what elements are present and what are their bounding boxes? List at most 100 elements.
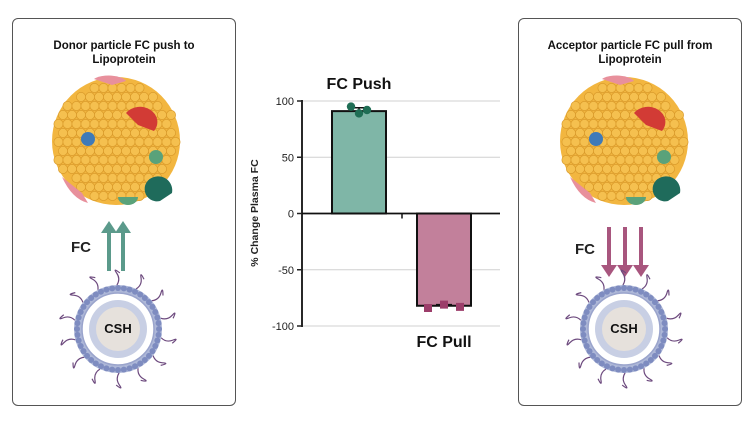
bilayer-head [88,295,95,302]
phospholipid-bead [629,182,639,192]
peg-tail [59,314,76,321]
phospholipid-bead [161,119,172,129]
phospholipid-bead [606,173,617,183]
peg-tail [666,337,683,344]
phospholipid-bead [125,137,136,147]
bilayer-head [583,343,590,350]
bilayer-head [97,363,104,370]
apolipoprotein-red [126,106,158,131]
phospholipid-bead [674,146,684,156]
bilayer-head [590,352,597,359]
acceptor-panel-title: Acceptor particle FC pull from Lipoprote… [519,39,741,67]
bilayer-head [580,331,587,338]
phospholipid-bead [107,173,118,183]
peg-tail [114,269,121,286]
phospholipid-bead [660,137,671,147]
phospholipid-bead [94,110,104,120]
phospholipid-bead [89,83,100,93]
bilayer-head [643,291,650,298]
bilayer-head [155,320,162,327]
phospholipid-bead [80,119,91,129]
phospholipid-bead [116,155,127,165]
phospholipid-bead [125,119,136,129]
apolipoprotein-pink-2 [62,177,88,203]
bilayer-head [109,285,116,292]
phospholipid-bead [76,146,86,156]
phospholipid-bead [566,110,576,120]
acceptor-csh-label: CSH [610,321,638,336]
phospholipid-bead [629,92,639,102]
phospholipid-bead [134,173,145,183]
phospholipid-bead [620,146,630,156]
phospholipid-bead [58,164,68,174]
peg-tail [72,356,85,369]
phospholipid-bead [67,128,77,138]
phospholipid-bead [121,146,131,156]
bilayer-head [586,348,593,355]
phospholipid-bead [94,146,104,156]
phospholipid-bead [566,128,576,138]
phospholipid-bead [134,83,145,93]
phospholipid-bead [121,182,131,192]
phospholipid-bead [94,164,104,174]
phospholipid-bead [570,155,581,165]
phospholipid-bead [157,110,167,120]
phospholipid-bead [593,182,603,192]
peg-tail [151,289,164,302]
acceptor-title-line1: Acceptor particle FC pull from [547,40,713,52]
phospholipid-bead [642,83,653,93]
bar-fc-push [331,110,387,215]
bilayer-head [92,291,99,298]
peg-tail [578,356,591,369]
bilayer-head [149,348,156,355]
apolipoprotein-teal [652,176,681,202]
bilayer-head [603,363,610,370]
peg-tail [115,372,122,389]
phospholipid-bead [588,173,599,183]
phospholipid-bead [674,110,684,120]
lipoprotein-particle [52,75,181,205]
bilayer-head [75,337,82,344]
phospholipid-bead [98,119,109,129]
bilayer-head [651,299,658,306]
phospholipid-bead [611,92,621,102]
peg-tail [595,276,605,290]
phospholipid-bead [157,128,167,138]
phospholipid-bead [615,101,626,111]
phospholipid-bead [620,110,630,120]
donor-title-line2: Lipoprotein [92,54,156,66]
bilayer-head [655,348,662,355]
phospholipid-bead [593,146,603,156]
data-point [346,102,356,111]
chart-bars [331,102,472,312]
phospholipid-bead [89,119,100,129]
peg-tail [597,368,607,384]
phospholipid-bead [121,92,131,102]
y-tick-label: 100 [276,96,294,108]
phospholipid-bead [85,146,95,156]
phospholipid-bead [579,137,590,147]
phospholipid-bead [107,155,118,165]
peg-tail [657,289,670,302]
phospholipid-bead [575,164,585,174]
phospholipid-bead [71,155,82,165]
phospholipid-bead [593,164,603,174]
acceptor-fc-label: FC [575,241,595,258]
phospholipid-bead [125,173,136,183]
phospholipid-bead [98,191,109,201]
phospholipid-bead [597,101,608,111]
bilayer-head [632,286,639,293]
phospholipid-bead [62,101,73,111]
phospholipid-bead [58,110,68,120]
bilayer-head [74,331,81,338]
peg-tail [60,338,76,346]
acceptor-title-line2: Lipoprotein [598,54,662,66]
bilayer-head [145,299,152,306]
bilayer-head [660,337,667,344]
phospholipid-bead [89,173,100,183]
phospholipid-bead [103,164,113,174]
phospholipid-bead [620,128,630,138]
phospholipid-bead [665,110,675,120]
phospholipid-bead [139,146,149,156]
peg-tail [658,355,673,366]
